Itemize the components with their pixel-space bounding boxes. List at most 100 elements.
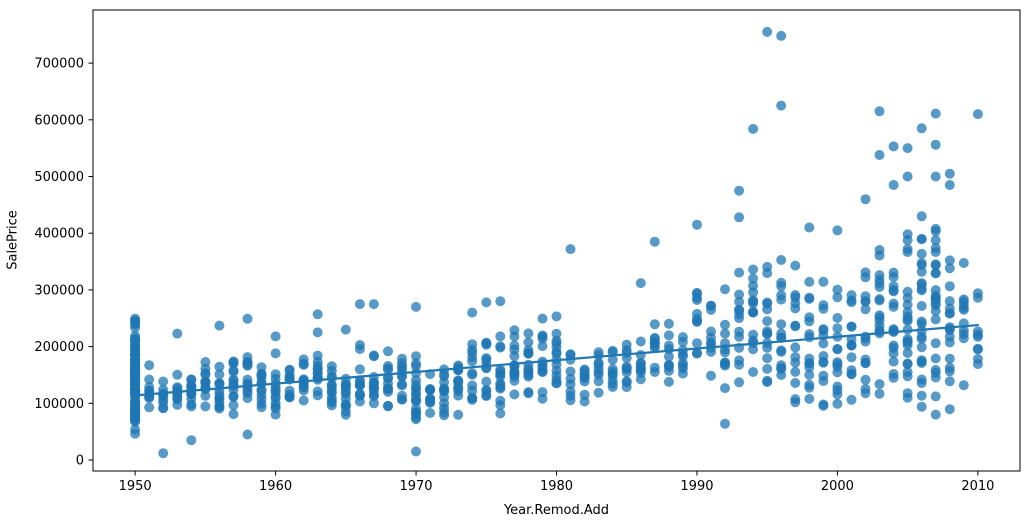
data-point	[930, 139, 941, 150]
data-point	[158, 394, 169, 405]
data-point	[593, 357, 604, 368]
data-point	[902, 229, 913, 240]
data-point	[804, 222, 815, 233]
data-point	[425, 384, 436, 395]
data-point	[888, 372, 899, 383]
data-point	[958, 380, 969, 391]
data-point	[720, 360, 730, 371]
data-point	[762, 297, 773, 308]
data-point	[762, 353, 773, 364]
data-point	[411, 351, 421, 362]
data-point	[368, 299, 379, 310]
data-point	[790, 342, 801, 353]
data-point	[228, 365, 239, 376]
data-point	[860, 383, 871, 394]
data-point	[397, 361, 407, 372]
data-point	[944, 263, 955, 274]
data-point	[523, 369, 534, 380]
data-point	[916, 390, 927, 401]
data-point	[916, 316, 927, 327]
data-point	[509, 331, 520, 342]
data-point	[762, 316, 773, 327]
data-point	[874, 294, 885, 305]
data-point	[902, 286, 913, 297]
data-point	[734, 185, 745, 196]
data-point	[944, 353, 955, 364]
data-point	[144, 374, 155, 385]
data-point	[467, 339, 478, 350]
data-point	[874, 326, 885, 337]
data-point	[551, 311, 562, 322]
data-point	[902, 392, 913, 403]
data-point	[930, 409, 941, 420]
data-point	[256, 394, 267, 405]
data-point	[130, 349, 141, 360]
data-point	[326, 383, 337, 394]
data-point	[298, 395, 309, 406]
data-point	[916, 211, 927, 222]
data-point	[214, 369, 225, 380]
data-point	[902, 171, 913, 182]
y-tick-label: 200000	[34, 340, 84, 355]
data-point	[368, 391, 379, 401]
data-point	[481, 353, 492, 364]
data-point	[916, 123, 927, 134]
data-point	[467, 385, 478, 396]
data-point	[621, 363, 632, 374]
data-point	[720, 418, 730, 429]
data-point	[930, 367, 941, 378]
data-point	[256, 372, 267, 383]
data-point	[453, 390, 464, 401]
data-point	[692, 292, 702, 303]
data-point	[874, 106, 885, 117]
data-point	[888, 285, 899, 296]
data-point	[368, 351, 379, 362]
data-point	[734, 296, 745, 307]
data-point	[860, 194, 871, 205]
data-point	[551, 328, 562, 339]
data-point	[284, 385, 295, 396]
data-point	[523, 328, 534, 339]
data-point	[748, 123, 759, 134]
x-axis-label: Year.Remod.Add	[503, 503, 610, 518]
data-point	[888, 180, 899, 190]
data-point	[916, 342, 927, 353]
data-point	[158, 402, 169, 413]
data-point	[734, 326, 745, 337]
data-point	[720, 383, 730, 394]
data-point	[172, 369, 183, 380]
data-point	[677, 358, 688, 369]
data-point	[818, 276, 829, 287]
data-point	[930, 108, 941, 119]
data-point	[818, 376, 829, 386]
data-point	[944, 255, 955, 266]
trend-line	[134, 323, 979, 397]
data-point	[944, 404, 955, 415]
data-point	[565, 386, 576, 397]
data-point	[354, 364, 365, 375]
y-tick-label: 400000	[34, 227, 84, 242]
data-point	[846, 340, 857, 350]
data-point	[930, 338, 941, 349]
data-point	[748, 264, 759, 275]
data-point	[832, 284, 843, 295]
data-point	[130, 386, 141, 396]
data-point	[663, 330, 674, 341]
data-point	[790, 292, 801, 303]
data-point	[621, 376, 632, 387]
data-point	[256, 385, 267, 396]
data-point	[874, 150, 885, 160]
data-point	[228, 391, 239, 402]
data-point	[958, 325, 969, 336]
data-point	[256, 402, 267, 413]
x-tick-label: 1990	[680, 479, 713, 494]
data-point	[565, 244, 576, 255]
data-point	[762, 268, 773, 279]
data-point	[860, 336, 871, 347]
y-tick-label: 300000	[34, 283, 84, 298]
data-point	[635, 336, 646, 347]
data-point	[270, 348, 281, 359]
y-axis-label: SalePrice	[5, 210, 21, 270]
data-point	[790, 260, 801, 271]
data-point	[200, 368, 211, 379]
